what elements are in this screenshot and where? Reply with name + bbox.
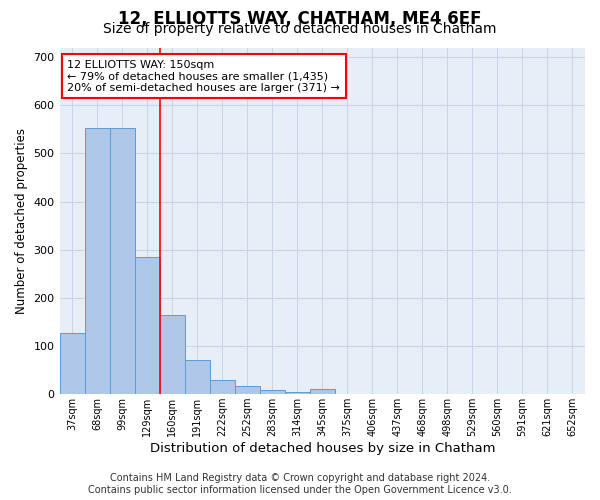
Bar	[235, 386, 260, 394]
X-axis label: Distribution of detached houses by size in Chatham: Distribution of detached houses by size …	[149, 442, 495, 455]
Y-axis label: Number of detached properties: Number of detached properties	[15, 128, 28, 314]
Bar	[160, 315, 185, 394]
Bar	[209, 380, 235, 394]
Bar	[85, 128, 110, 394]
Bar	[285, 392, 310, 394]
Text: 12 ELLIOTTS WAY: 150sqm
← 79% of detached houses are smaller (1,435)
20% of semi: 12 ELLIOTTS WAY: 150sqm ← 79% of detache…	[67, 60, 340, 93]
Text: Size of property relative to detached houses in Chatham: Size of property relative to detached ho…	[103, 22, 497, 36]
Text: 12, ELLIOTTS WAY, CHATHAM, ME4 6EF: 12, ELLIOTTS WAY, CHATHAM, ME4 6EF	[118, 10, 482, 28]
Bar	[260, 390, 285, 394]
Bar	[110, 128, 134, 394]
Bar	[185, 360, 209, 394]
Bar	[134, 258, 160, 394]
Bar	[59, 332, 85, 394]
Text: Contains HM Land Registry data © Crown copyright and database right 2024.
Contai: Contains HM Land Registry data © Crown c…	[88, 474, 512, 495]
Bar	[310, 390, 335, 394]
